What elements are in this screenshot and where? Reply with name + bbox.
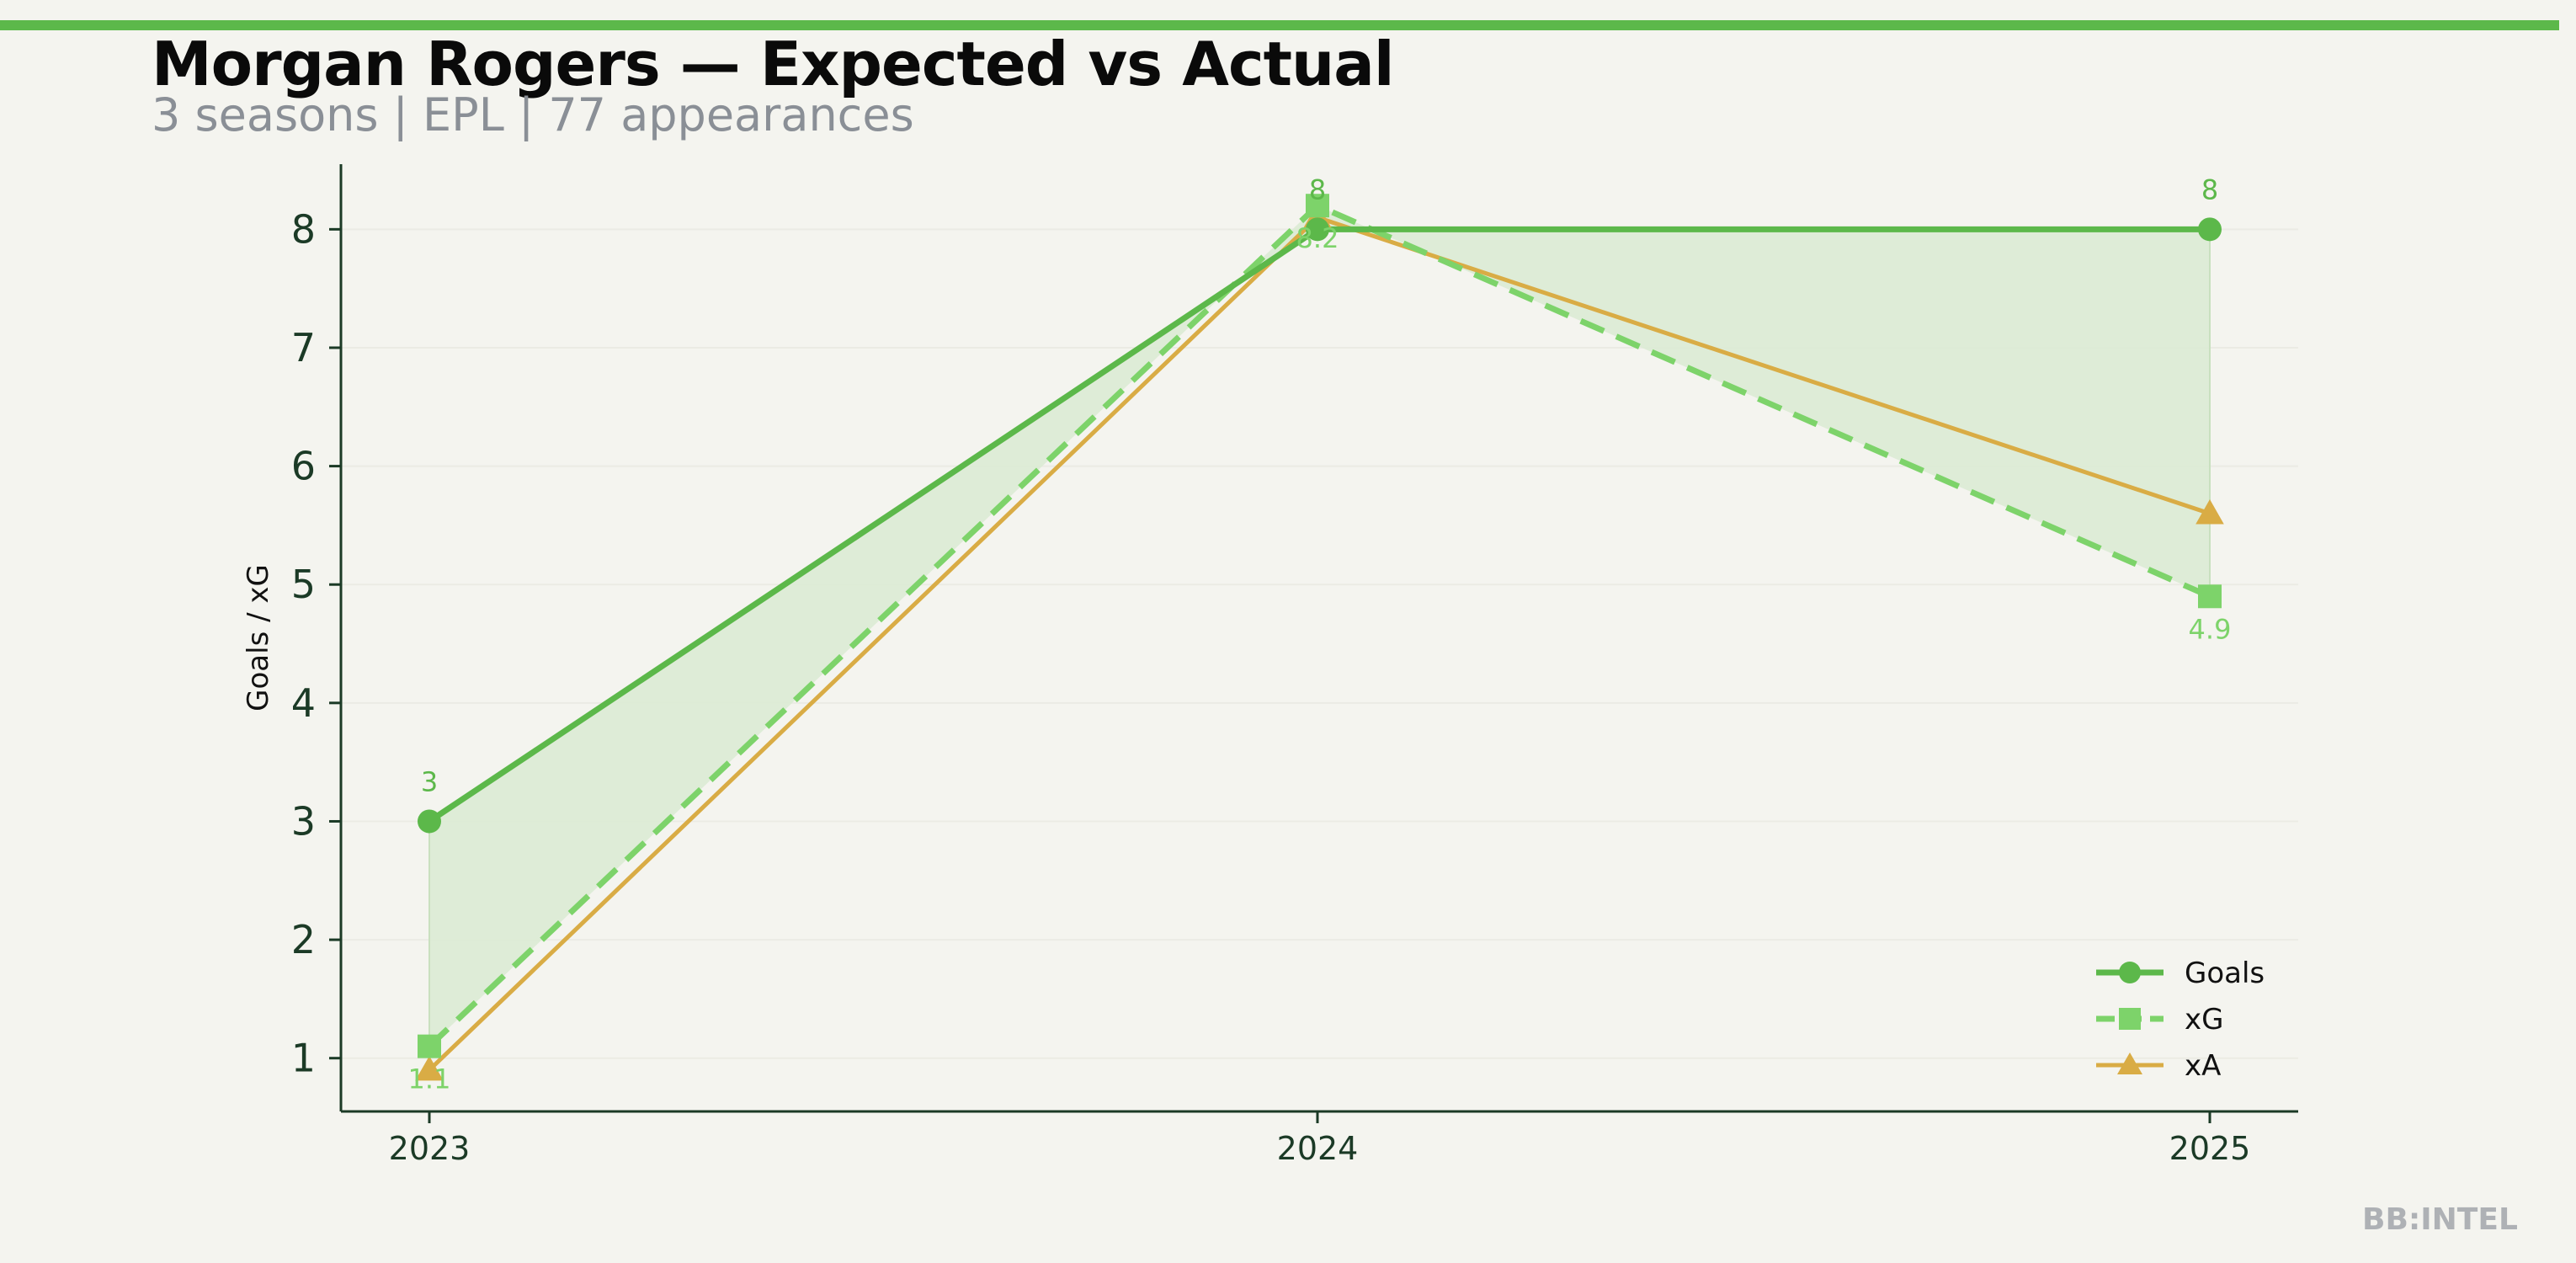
shaded-region-goals-vs-xg [429,205,2210,1047]
legend-entry-xg: xG [2096,1003,2223,1037]
y-tick-label: 3 [291,798,316,844]
y-tick-label: 4 [291,680,316,726]
data-label-xg: 4.9 [2189,613,2232,645]
y-axis-label: Goals / xG [242,564,275,711]
legend-label: xA [2185,1049,2221,1083]
data-label-xg: 1.1 [408,1063,451,1095]
legend-label: Goals [2185,957,2265,990]
y-tick-label: 6 [291,444,316,489]
y-tick-label: 7 [291,325,316,370]
data-label-xg: 8.2 [1296,222,1339,254]
data-point-goals [1306,217,1329,242]
x-tick-label: 2024 [1277,1130,1359,1167]
top-accent-bar [0,20,2559,30]
data-point-xa [2195,499,2224,525]
x-tick-label: 2025 [2169,1130,2251,1167]
chart-subtitle: 3 seasons | EPL | 77 appearances [152,88,914,141]
watermark-logo: BB:INTEL [2362,1202,2518,1237]
data-label-goals: 8 [2201,173,2218,205]
data-point-goals [418,809,441,834]
legend-entry-goals: Goals [2096,957,2265,990]
legend-entry-xa: xA [2096,1049,2221,1083]
data-point-goals [2198,217,2222,242]
legend-marker [2119,962,2141,983]
y-tick-label: 1 [291,1036,316,1081]
y-tick-label: 5 [291,562,316,607]
data-point-xg [1306,194,1329,218]
data-label-goals: 8 [1309,173,1326,205]
legend-label: xG [2185,1003,2223,1037]
data-point-xg [418,1034,441,1058]
data-point-xa [415,1055,444,1081]
data-point-xg [2198,584,2222,609]
chart-title: Morgan Rogers — Expected vs Actual [152,29,1395,99]
y-tick-label: 8 [291,206,316,252]
legend-marker [2117,1052,2142,1074]
data-label-goals: 3 [421,765,438,797]
x-tick-label: 2023 [389,1130,471,1167]
y-tick-label: 2 [291,917,316,962]
legend-marker [2119,1008,2141,1030]
